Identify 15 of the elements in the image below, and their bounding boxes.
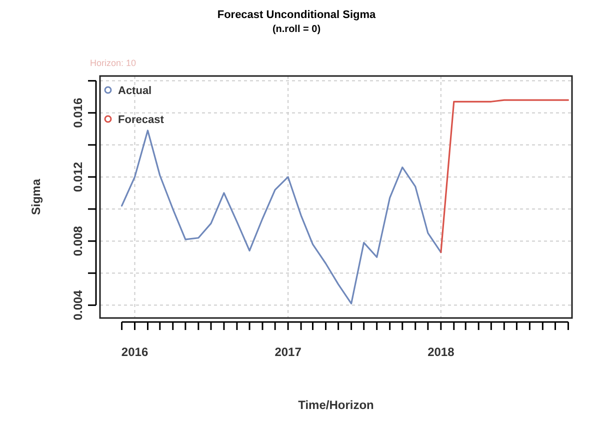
y-tick-label: 0.004: [71, 290, 85, 320]
y-tick-label: 0.012: [71, 162, 85, 192]
x-tick-label: 2016: [121, 344, 148, 359]
x-tick-label: 2017: [274, 344, 302, 359]
text: Horizon: 10: [90, 58, 136, 68]
legend-label: Actual: [118, 85, 152, 97]
x-tick-label: 2018: [428, 344, 455, 359]
x-axis-title: Time/Horizon: [298, 398, 374, 412]
chart-title: Forecast Unconditional Sigma: [217, 9, 377, 21]
chart-subtitle: (n.roll = 0): [272, 24, 321, 35]
y-tick-label: 0.016: [71, 98, 85, 128]
line-series: [120, 130, 442, 304]
legend-label: Forecast: [118, 114, 164, 126]
y-axis-title: Sigma: [29, 178, 43, 216]
y-tick-label: 0.008: [71, 226, 85, 256]
